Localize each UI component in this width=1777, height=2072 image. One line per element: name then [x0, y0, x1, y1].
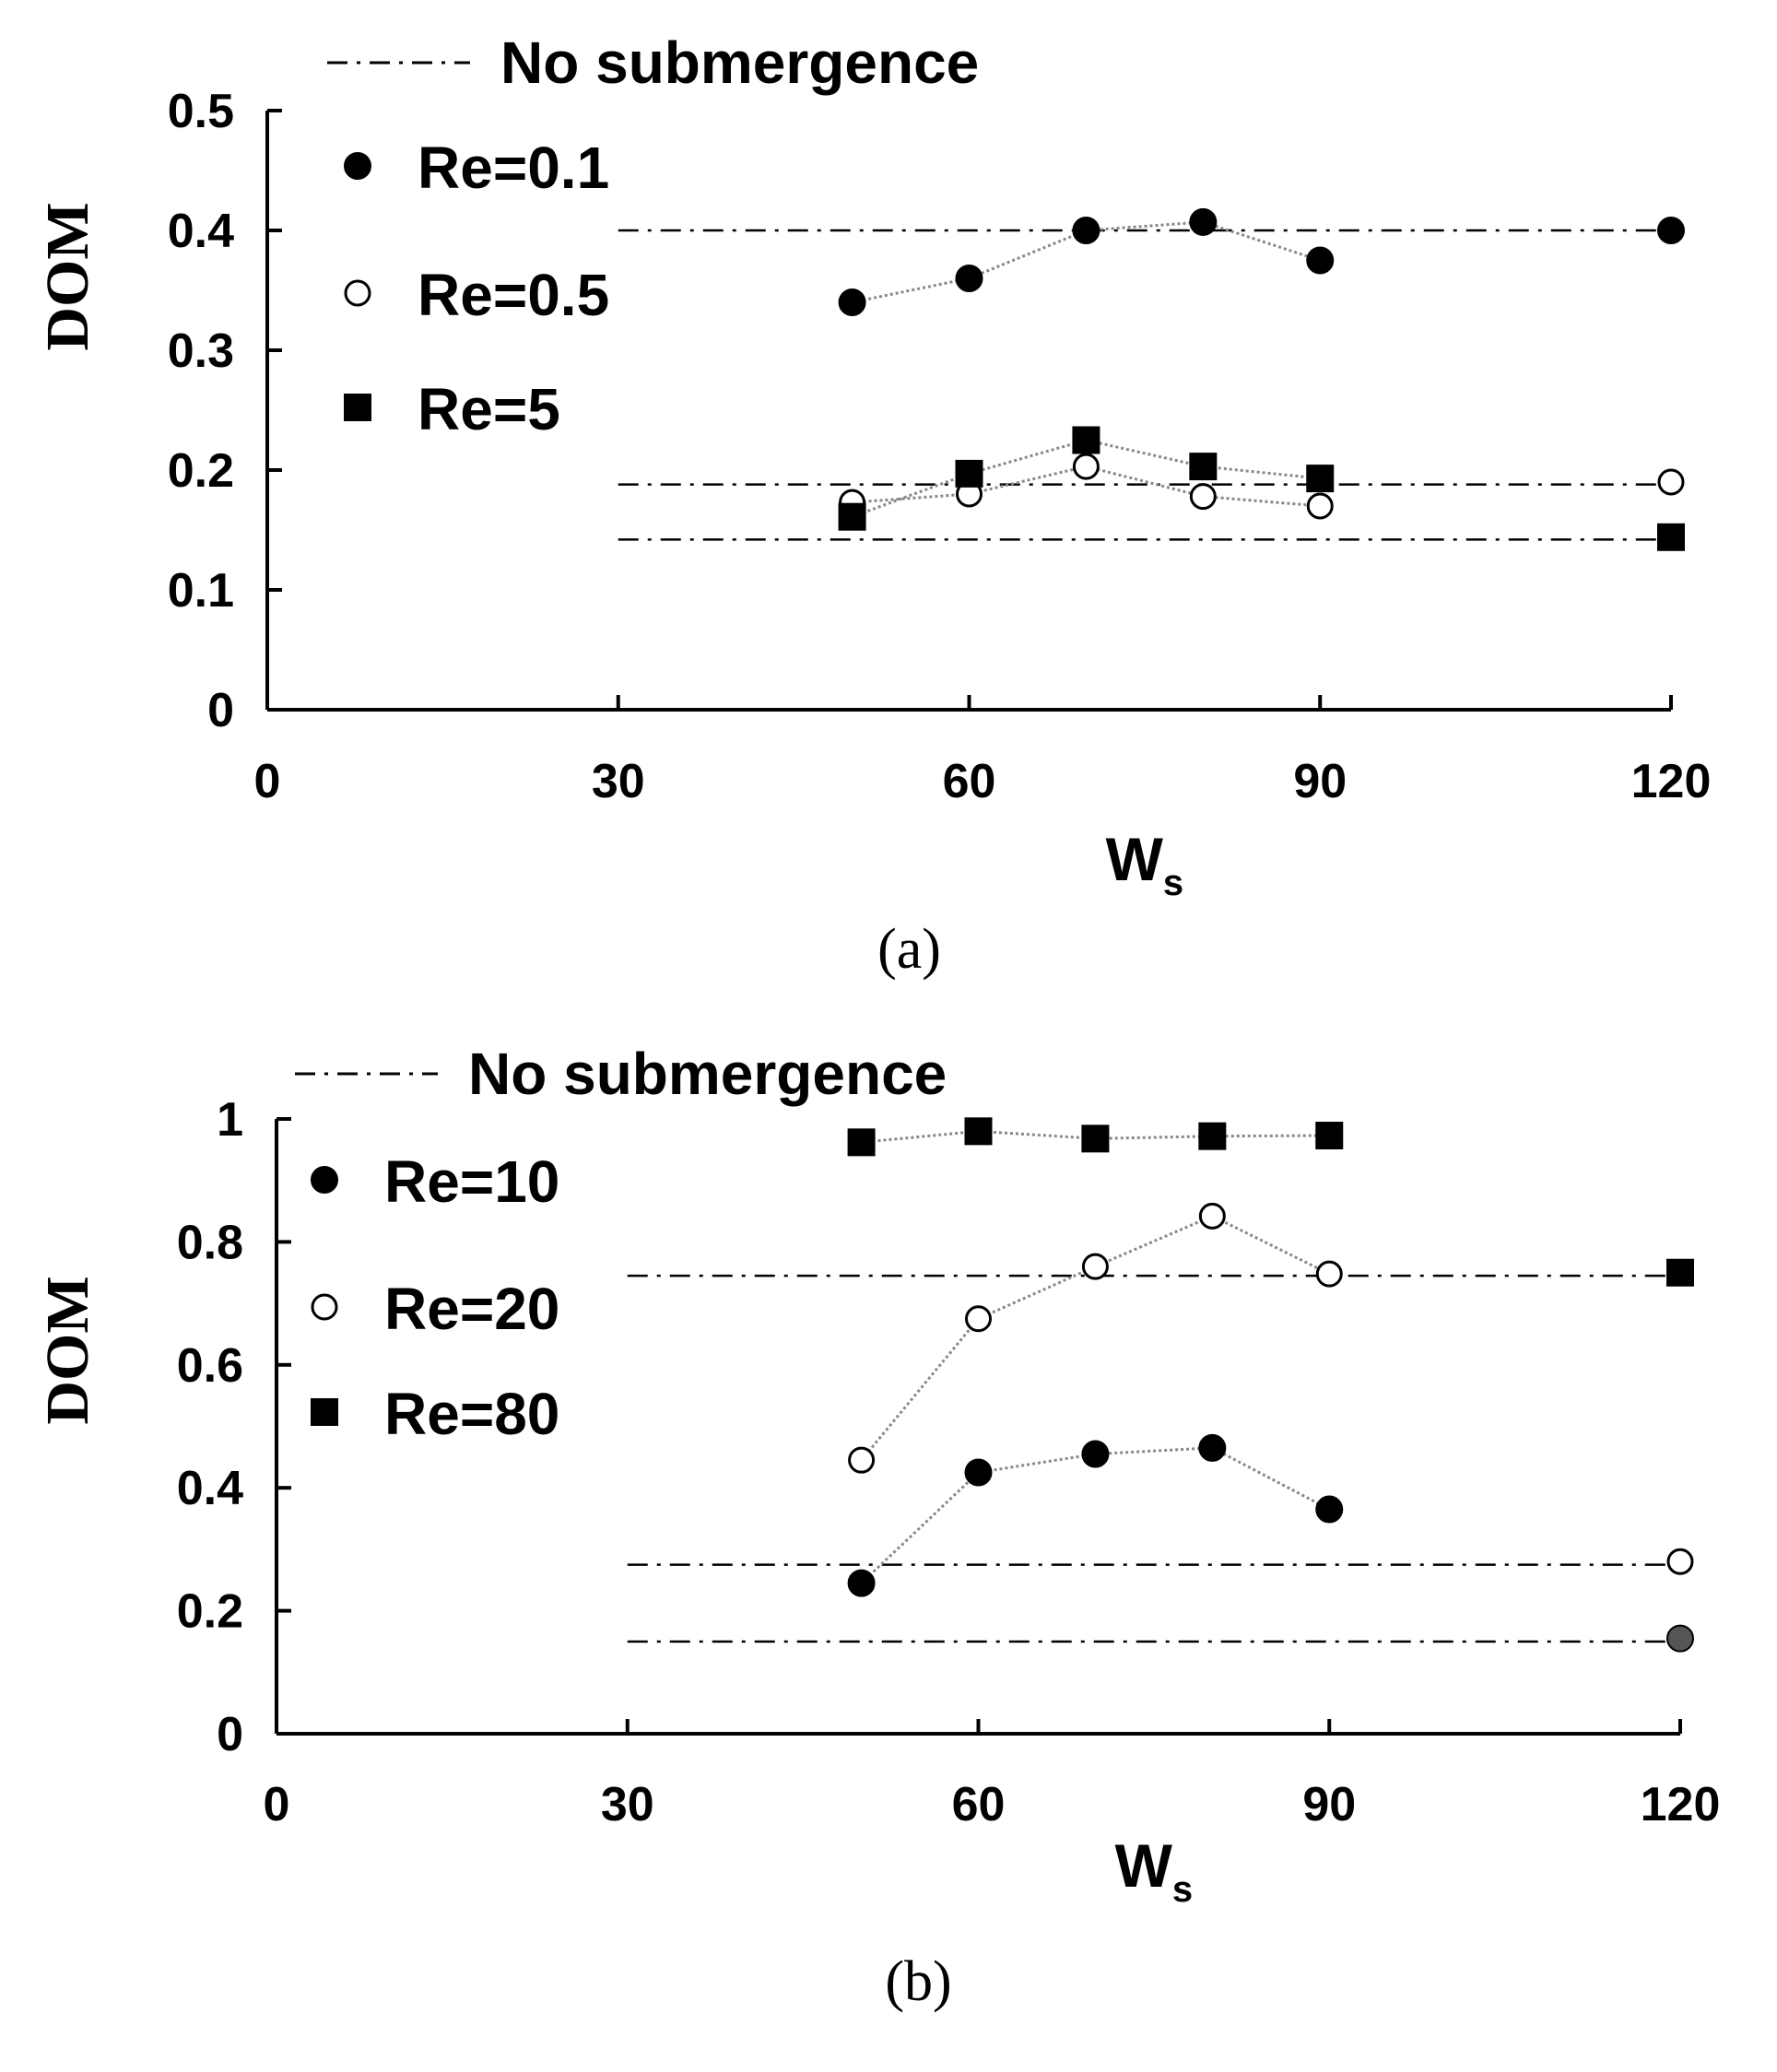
data-point — [965, 1305, 992, 1333]
x-axis-title-subscript: s — [1172, 1869, 1193, 1910]
no-submergence-point — [1657, 217, 1685, 244]
y-tick-label: 0.8 — [177, 1216, 243, 1269]
x-axis-title-subscript: s — [1163, 863, 1183, 903]
x-tick-label: 30 — [592, 755, 645, 808]
y-tick-label: 0 — [207, 684, 234, 737]
no-submergence-point — [1666, 1548, 1694, 1575]
legend-label: Re=0.1 — [418, 135, 609, 201]
legend-label: Re=20 — [384, 1276, 559, 1342]
data-point — [1072, 217, 1100, 244]
data-point — [1198, 1433, 1227, 1462]
y-tick-label: 0.2 — [168, 444, 234, 498]
y-tick-label: 0.1 — [168, 564, 234, 618]
series-re-0-1 — [838, 207, 1685, 316]
legend-marker — [344, 152, 371, 180]
data-point — [1081, 1440, 1110, 1468]
y-tick-label: 0 — [217, 1708, 243, 1761]
no-submergence-point — [1657, 523, 1685, 551]
data-point — [1072, 426, 1100, 454]
data-point — [1306, 246, 1335, 275]
data-point — [1198, 1122, 1227, 1150]
series-connector-line — [860, 1214, 1330, 1462]
series-re-20 — [848, 1202, 1694, 1575]
no-submergence-point — [1666, 1624, 1694, 1653]
y-tick-label: 1 — [217, 1093, 243, 1147]
data-point — [1189, 453, 1218, 481]
series-connector-line — [852, 438, 1321, 519]
no-submergence-point — [1666, 1258, 1694, 1287]
x-axis-title: Ws — [1115, 1831, 1194, 1910]
legend-no-submergence-label: No submergence — [500, 29, 979, 96]
x-tick-label: 60 — [943, 755, 996, 808]
legend-marker — [311, 1166, 338, 1194]
data-point — [1189, 207, 1218, 236]
y-tick-label: 0.4 — [177, 1462, 243, 1515]
data-point — [964, 1458, 993, 1487]
legend-marker — [344, 279, 371, 307]
panel-label: (b) — [885, 1950, 951, 2013]
legend-label: Re=10 — [384, 1148, 559, 1215]
legend-label: Re=80 — [384, 1381, 559, 1447]
no-submergence-point — [1657, 468, 1685, 496]
y-tick-label: 0.4 — [168, 205, 234, 258]
x-tick-label: 120 — [1631, 755, 1712, 808]
data-point — [1198, 1202, 1226, 1230]
series-connector-line — [860, 1446, 1330, 1584]
data-point — [1189, 483, 1217, 511]
series-connector-line — [852, 465, 1321, 508]
legend-label: Re=0.5 — [418, 262, 609, 328]
data-point — [838, 502, 866, 531]
data-point — [955, 459, 983, 488]
data-point — [1306, 465, 1335, 493]
data-point — [964, 1117, 993, 1146]
legend-no-submergence-label: No submergence — [468, 1041, 947, 1107]
series-re-10 — [847, 1433, 1694, 1653]
chart-panel-b: 0 0.2 0.4 0.6 0.8 1 0 30 60 90 120 Ws DOM No submerge… — [34, 1041, 1720, 2013]
x-tick-label: 0 — [264, 1778, 290, 1831]
y-tick-label: 0.6 — [177, 1339, 243, 1393]
y-tick-label: 0.3 — [168, 324, 234, 378]
x-axis-title: Ws — [1106, 825, 1184, 903]
data-point — [1315, 1260, 1343, 1288]
data-point — [847, 1569, 876, 1597]
x-tick-label: 30 — [601, 1778, 654, 1831]
y-tick-label: 0.5 — [168, 85, 234, 138]
legend-label: Re=5 — [418, 376, 560, 442]
data-point — [838, 288, 866, 316]
y-tick-label: 0.2 — [177, 1585, 243, 1639]
data-point — [955, 265, 983, 292]
chart-panel-a: 0 0.1 0.2 0.3 0.4 0.5 0 30 60 90 120 Ws DOM No submer… — [34, 29, 1711, 981]
x-tick-label: 60 — [952, 1778, 1006, 1831]
x-tick-label: 120 — [1641, 1778, 1721, 1831]
legend-marker — [311, 1398, 338, 1426]
data-point — [1081, 1253, 1109, 1280]
x-tick-label: 90 — [1293, 755, 1347, 808]
data-point — [847, 1128, 876, 1157]
data-point — [1072, 453, 1100, 480]
series-re-5 — [838, 426, 1685, 551]
y-axis-title: DOM — [34, 202, 101, 350]
data-point — [1081, 1124, 1110, 1153]
y-axis-title: DOM — [34, 1276, 101, 1424]
data-point — [848, 1446, 876, 1474]
data-point — [1315, 1495, 1344, 1524]
x-tick-label: 90 — [1302, 1778, 1356, 1831]
x-tick-label: 0 — [254, 755, 281, 808]
legend-marker — [344, 394, 371, 421]
data-point — [1306, 492, 1334, 520]
data-point — [1315, 1122, 1344, 1150]
panel-label: (a) — [877, 918, 941, 981]
series-re-80 — [847, 1117, 1694, 1287]
legend-marker — [311, 1293, 338, 1321]
